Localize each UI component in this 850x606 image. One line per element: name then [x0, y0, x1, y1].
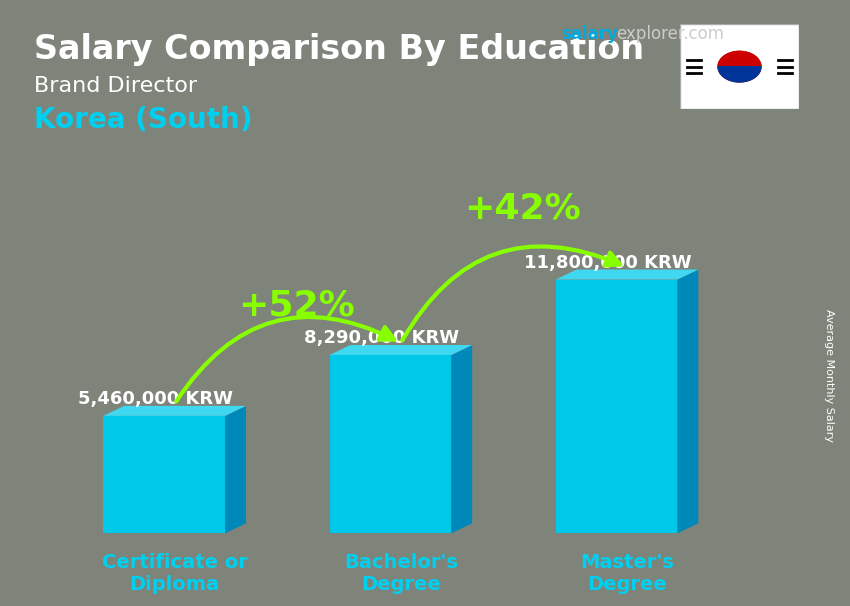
Text: Korea (South): Korea (South)	[34, 106, 252, 134]
Polygon shape	[680, 24, 799, 109]
Polygon shape	[451, 345, 472, 533]
Polygon shape	[718, 52, 761, 67]
Text: +42%: +42%	[464, 191, 581, 225]
Polygon shape	[330, 355, 451, 533]
Text: Bachelor's
Degree: Bachelor's Degree	[344, 553, 458, 594]
Text: Brand Director: Brand Director	[34, 76, 197, 96]
Text: explorer.com: explorer.com	[616, 25, 724, 44]
Polygon shape	[556, 270, 699, 279]
Text: Average Monthly Salary: Average Monthly Salary	[824, 309, 834, 442]
Text: 8,290,000 KRW: 8,290,000 KRW	[304, 330, 459, 347]
Text: salary: salary	[561, 25, 618, 44]
Text: Master's
Degree: Master's Degree	[580, 553, 674, 594]
Polygon shape	[718, 67, 761, 82]
Polygon shape	[677, 270, 699, 533]
Polygon shape	[104, 406, 246, 416]
Polygon shape	[556, 279, 677, 533]
Text: 5,460,000 KRW: 5,460,000 KRW	[78, 390, 233, 408]
Polygon shape	[330, 345, 472, 355]
Text: Salary Comparison By Education: Salary Comparison By Education	[34, 33, 644, 66]
Text: 11,800,000 KRW: 11,800,000 KRW	[524, 254, 692, 272]
Polygon shape	[104, 416, 225, 533]
Polygon shape	[225, 406, 246, 533]
Text: Certificate or
Diploma: Certificate or Diploma	[102, 553, 247, 594]
Circle shape	[718, 52, 761, 82]
Text: +52%: +52%	[238, 288, 354, 322]
